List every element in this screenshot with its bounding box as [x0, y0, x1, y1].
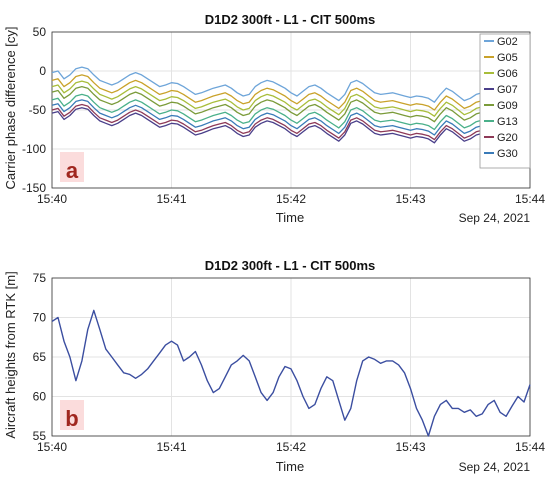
x-tick-label: 15:42	[276, 192, 306, 206]
x-tick-label: 15:40	[37, 440, 67, 454]
panel-b-label: b	[65, 406, 78, 431]
panel-a-label-box	[60, 152, 84, 182]
x-tick-label: 15:44	[515, 192, 545, 206]
legend-label: G06	[497, 68, 518, 80]
x-tick-label: 15:43	[395, 192, 425, 206]
series-line-g13	[51, 93, 531, 131]
panel-b-plot-area: 55 60 65 70 75 15:40 15:41 15:42 15:43 15:44	[33, 271, 546, 454]
panel-a-label: a	[66, 158, 79, 183]
series-line-g06	[51, 80, 531, 117]
series-line-g09	[51, 85, 531, 123]
panel-b-date-label: Sep 24, 2021	[459, 460, 531, 474]
panel-b: D1D2 300ft - L1 - CIT 500ms Aircraft hei…	[3, 258, 545, 474]
series-line-g05	[51, 74, 531, 111]
panel-b-ylabel: Aircraft heights from RTK [m]	[3, 271, 18, 438]
x-tick-label: 15:41	[156, 440, 186, 454]
y-tick-label: -100	[22, 142, 46, 156]
legend-label: G07	[497, 84, 518, 96]
y-tick-label: 50	[33, 25, 47, 39]
height-series-line	[51, 309, 531, 437]
panel-a: D1D2 300ft - L1 - CIT 500ms Carrier phas…	[3, 12, 545, 225]
panel-b-title: D1D2 300ft - L1 - CIT 500ms	[205, 258, 376, 273]
series-line-g30	[51, 99, 531, 136]
legend-label: G09	[497, 100, 518, 112]
x-tick-label: 15:40	[37, 192, 67, 206]
legend-label: G13	[497, 116, 518, 128]
panel-a-title: D1D2 300ft - L1 - CIT 500ms	[205, 12, 376, 27]
y-tick-label: -50	[29, 103, 47, 117]
series-line-g02	[51, 66, 531, 103]
panel-b-label-box	[60, 400, 84, 430]
x-tick-label: 15:42	[276, 440, 306, 454]
y-tick-label: 70	[33, 311, 47, 325]
legend-label: G02	[497, 36, 518, 48]
legend-label: G05	[497, 52, 518, 64]
panel-a-date-label: Sep 24, 2021	[459, 211, 531, 225]
y-tick-label: 55	[33, 429, 47, 443]
y-tick-label: 65	[33, 350, 47, 364]
y-tick-label: 75	[33, 271, 47, 285]
legend-label: G30	[497, 148, 518, 160]
plot-frame	[51, 277, 531, 437]
panel-a-legend: G02 G05 G06 G07 G09 G13 G20 G30	[479, 33, 531, 169]
series-line-g07	[51, 107, 531, 144]
y-tick-label: -150	[22, 181, 46, 195]
x-tick-label: 15:44	[515, 440, 545, 454]
y-tick-label: 0	[39, 64, 46, 78]
panel-a-ylabel: Carrier phase difference [cy]	[3, 26, 18, 189]
x-tick-label: 15:41	[156, 192, 186, 206]
y-tick-label: 60	[33, 390, 47, 404]
panel-a-xlabel: Time	[276, 210, 304, 225]
panel-b-xlabel: Time	[276, 459, 304, 474]
x-tick-label: 15:43	[395, 440, 425, 454]
series-line-g20	[51, 103, 531, 141]
legend-label: G20	[497, 132, 518, 144]
panel-a-plot-area: -150 -100 -50 0 50 15:40 15:41 15:42 15:43 15:44	[22, 25, 545, 206]
